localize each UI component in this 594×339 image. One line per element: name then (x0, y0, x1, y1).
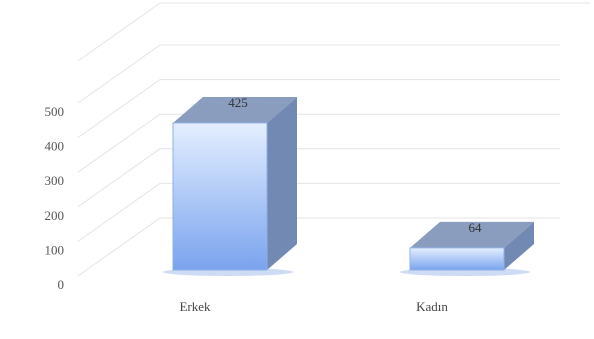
gridline (77, 217, 560, 277)
data-label: 425 (228, 95, 248, 110)
gridlines (77, 2, 590, 277)
bar-kadın: 64 (400, 220, 534, 276)
bar-top-face (173, 96, 297, 123)
bar-side-face (504, 221, 534, 270)
bar-side-face (267, 96, 297, 270)
y-tick-label: 500 (45, 104, 65, 119)
bars: 425 64 (163, 95, 534, 276)
gridline-top-diagonal (77, 2, 161, 62)
gridline (77, 113, 560, 173)
y-tick-label: 300 (45, 173, 65, 188)
bar-front-face (409, 247, 505, 271)
gridline (77, 182, 560, 242)
category-label: Kadın (416, 299, 448, 314)
bar-front-face (172, 122, 268, 271)
bar-erkek: 425 (163, 95, 297, 276)
data-label: 64 (469, 220, 483, 235)
y-tick-label: 200 (45, 208, 65, 223)
x-axis-categories: Erkek Kadın (179, 299, 448, 314)
gridline (77, 148, 560, 208)
bar-top-face (410, 221, 534, 248)
gridline (77, 44, 560, 104)
gridline (77, 79, 560, 139)
y-tick-label: 0 (58, 277, 65, 292)
category-label: Erkek (179, 299, 211, 314)
y-tick-label: 400 (45, 139, 65, 154)
y-tick-label: 100 (45, 242, 65, 257)
y-axis-ticks: 0 100 200 300 400 500 (45, 104, 65, 292)
